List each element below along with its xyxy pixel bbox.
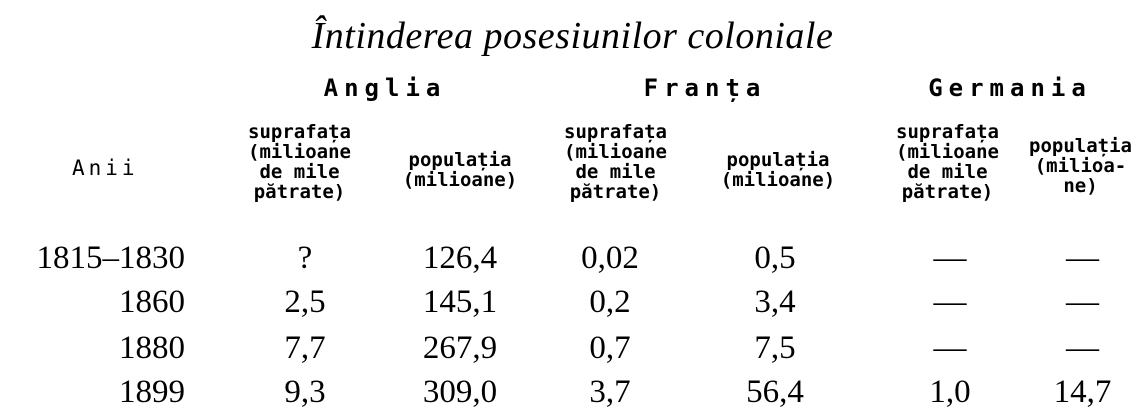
franta-population-cell: 3,4 (754, 284, 796, 320)
country-header-germania: Germania (928, 74, 1092, 102)
germania-population-header: populația (milioa- ne) (1029, 135, 1132, 197)
germania-area-cell: 1,0 (929, 374, 971, 410)
franta-area-header: suprafața (milioane de mile pătrate) (564, 121, 667, 203)
franta-population-cell: 0,5 (754, 240, 796, 276)
germania-population-cell: — (1066, 330, 1099, 366)
franta-population-cell: 56,4 (746, 374, 804, 410)
table-row: 1860 2,5 145,1 0,2 3,4 — — (0, 280, 1145, 324)
anglia-population-cell: 309,0 (422, 374, 498, 410)
table-row: 1815–1830 ? 126,4 0,02 0,5 — — (0, 236, 1145, 280)
row-year: 1860 (119, 284, 185, 320)
anglia-area-header: suprafața (milioane de mile pătrate) (248, 121, 351, 203)
table-row: 1880 7,7 267,9 0,7 7,5 — — (0, 326, 1145, 370)
table-row: 1899 9,3 309,0 3,7 56,4 1,0 14,7 (0, 370, 1145, 414)
franta-area-cell: 3,7 (589, 374, 631, 410)
germania-population-cell: 14,7 (1053, 374, 1112, 410)
germania-area-cell: — (933, 284, 967, 320)
franta-area-cell: 0,2 (589, 284, 631, 320)
anglia-population-cell: 126,4 (422, 240, 498, 276)
anglia-population-cell: 267,9 (422, 330, 498, 366)
germania-population-cell: — (1066, 284, 1099, 320)
row-year: 1880 (119, 330, 185, 366)
anglia-area-cell: 2,5 (284, 284, 326, 320)
anglia-area-cell: ? (297, 240, 313, 276)
germania-area-cell: — (933, 240, 967, 276)
franta-population-header: populația (milioane) (720, 149, 836, 191)
franta-area-cell: 0,02 (581, 240, 639, 276)
table-title: Întinderea posesiunilor coloniale (311, 15, 834, 57)
franta-area-cell: 0,7 (589, 330, 631, 366)
germania-area-cell: — (933, 330, 967, 366)
franta-population-cell: 7,5 (754, 330, 796, 366)
anglia-population-header: populația (milioane) (402, 149, 518, 191)
year-column-header: Anii (72, 156, 139, 180)
anglia-area-cell: 9,3 (284, 374, 326, 410)
row-year: 1899 (119, 374, 185, 410)
germania-population-cell: — (1066, 240, 1099, 276)
row-year: 1815–1830 (36, 240, 186, 276)
anglia-population-cell: 145,1 (422, 284, 498, 320)
anglia-area-cell: 7,7 (284, 330, 326, 366)
germania-area-header: suprafața (milioane de mile pătrate) (896, 121, 999, 203)
country-header-franta: Franța (643, 74, 767, 102)
country-header-anglia: Anglia (323, 74, 447, 102)
